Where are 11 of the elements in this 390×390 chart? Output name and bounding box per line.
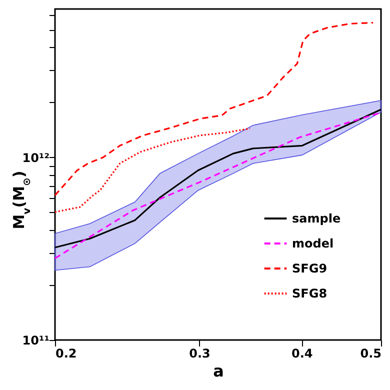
- x-tick-label: 0.5: [360, 346, 382, 360]
- x-tick-label: 0.3: [189, 346, 210, 360]
- x-axis-title: a: [213, 362, 224, 380]
- legend-label: SFG9: [292, 262, 328, 276]
- y-tick-label: 10¹¹: [22, 334, 50, 348]
- legend-label: sample: [292, 212, 341, 226]
- x-tick-label: 0.4: [291, 346, 313, 360]
- legend-label: model: [292, 236, 334, 250]
- y-tick-label: 10¹²: [22, 150, 50, 165]
- x-tick-label: 0.2: [56, 346, 77, 360]
- legend-label: SFG8: [292, 286, 328, 300]
